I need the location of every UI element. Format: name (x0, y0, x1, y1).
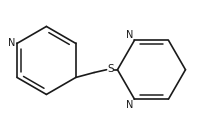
Text: N: N (8, 38, 15, 48)
Text: S: S (107, 64, 114, 74)
Text: N: N (126, 100, 134, 110)
Text: N: N (126, 30, 134, 40)
